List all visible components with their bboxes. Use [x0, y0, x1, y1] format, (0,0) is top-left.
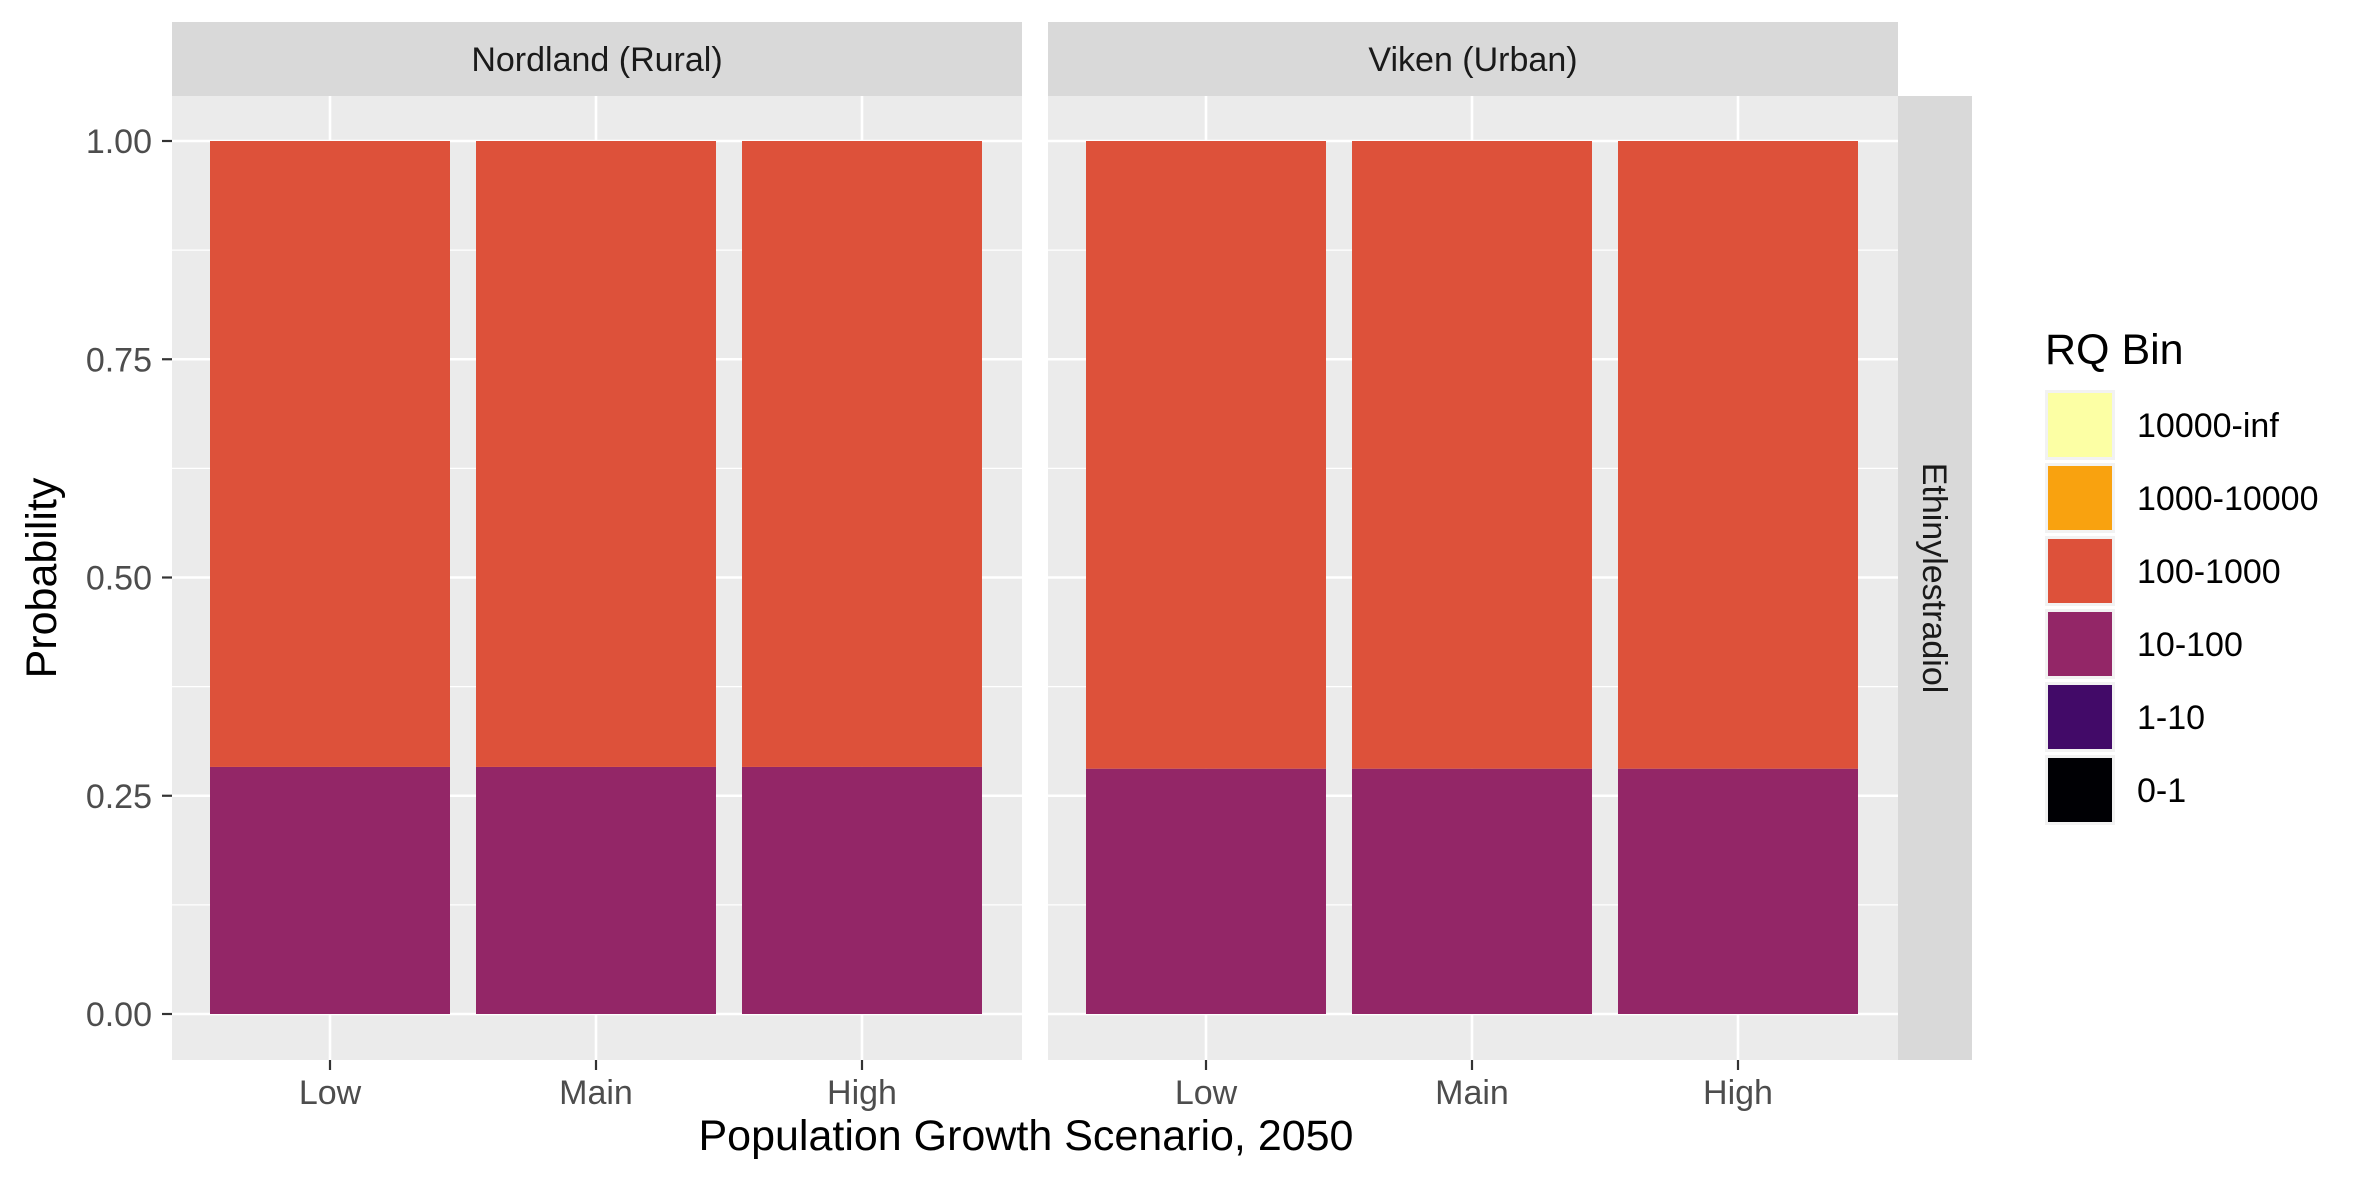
- bar-high-10-100: [1618, 768, 1858, 1014]
- legend-label: 10-100: [2137, 626, 2243, 664]
- bar-main-100-1000: [1352, 141, 1592, 769]
- row-facet-strip-background: [1898, 96, 1972, 1060]
- bar-main-10-100: [1352, 768, 1592, 1014]
- facet-strip-label: Nordland (Rural): [471, 41, 722, 79]
- legend-key-1-10: [2048, 685, 2112, 749]
- y-axis-title: Probability: [18, 477, 66, 678]
- legend-label: 0-1: [2137, 772, 2186, 810]
- legend-label: 100-1000: [2137, 553, 2281, 591]
- bar-main-100-1000: [476, 141, 716, 767]
- bar-low-100-1000: [210, 141, 450, 767]
- bar-main-10-100: [476, 766, 716, 1014]
- bar-low-10-100: [1086, 768, 1326, 1014]
- x-tick-label: Low: [1175, 1074, 1238, 1112]
- bar-high-100-1000: [1618, 141, 1858, 769]
- panels-layer: Nordland (Rural) Viken (Urban): [172, 22, 1898, 1060]
- legend-key-0-1: [2048, 758, 2112, 822]
- facet-strip-label: Viken (Urban): [1368, 41, 1577, 79]
- x-tick-label: Main: [1435, 1074, 1509, 1112]
- facet-strip: [1048, 22, 1898, 96]
- legend-label: 1000-10000: [2137, 480, 2319, 518]
- row-facet-label: Ethinylestradiol: [1915, 463, 1953, 694]
- x-tick-label: Main: [559, 1074, 633, 1112]
- y-tick-label: 0.00: [86, 996, 152, 1034]
- legend-key-10-100: [2048, 612, 2112, 676]
- bar-high-10-100: [742, 766, 982, 1014]
- panel-2: Viken (Urban): [1048, 22, 1898, 1060]
- legend-key-100-1000: [2048, 539, 2112, 603]
- bar-high-100-1000: [742, 141, 982, 767]
- y-tick-label: 0.50: [86, 560, 152, 598]
- y-tick-label: 0.75: [86, 341, 152, 379]
- bar-low-10-100: [210, 766, 450, 1014]
- facet-strip: [172, 22, 1022, 96]
- bar-low-100-1000: [1086, 141, 1326, 769]
- legend-label: 1-10: [2137, 699, 2205, 737]
- x-tick-label: High: [827, 1074, 897, 1112]
- panel-1: Nordland (Rural): [172, 22, 1022, 1060]
- row-facet-strip: Ethinylestradiol: [1898, 96, 1972, 1060]
- legend-title: RQ Bin: [2045, 326, 2184, 374]
- legend-label: 10000-inf: [2137, 407, 2279, 445]
- y-tick-label: 1.00: [86, 123, 152, 161]
- legend-key-10000-inf: [2048, 393, 2112, 457]
- x-axis-title: Population Growth Scenario, 2050: [699, 1112, 1354, 1160]
- y-axis: 0.00 0.25 0.50 0.75 1.00: [86, 123, 172, 1034]
- y-tick-label: 0.25: [86, 778, 152, 816]
- x-tick-label: Low: [299, 1074, 362, 1112]
- legend-key-1000-10000: [2048, 466, 2112, 530]
- x-axis: Low Main High Low Main High: [299, 1060, 1773, 1112]
- x-tick-label: High: [1703, 1074, 1773, 1112]
- legend: RQ Bin 10000-inf 1000-10000 100-1000 10-100…: [2045, 326, 2319, 825]
